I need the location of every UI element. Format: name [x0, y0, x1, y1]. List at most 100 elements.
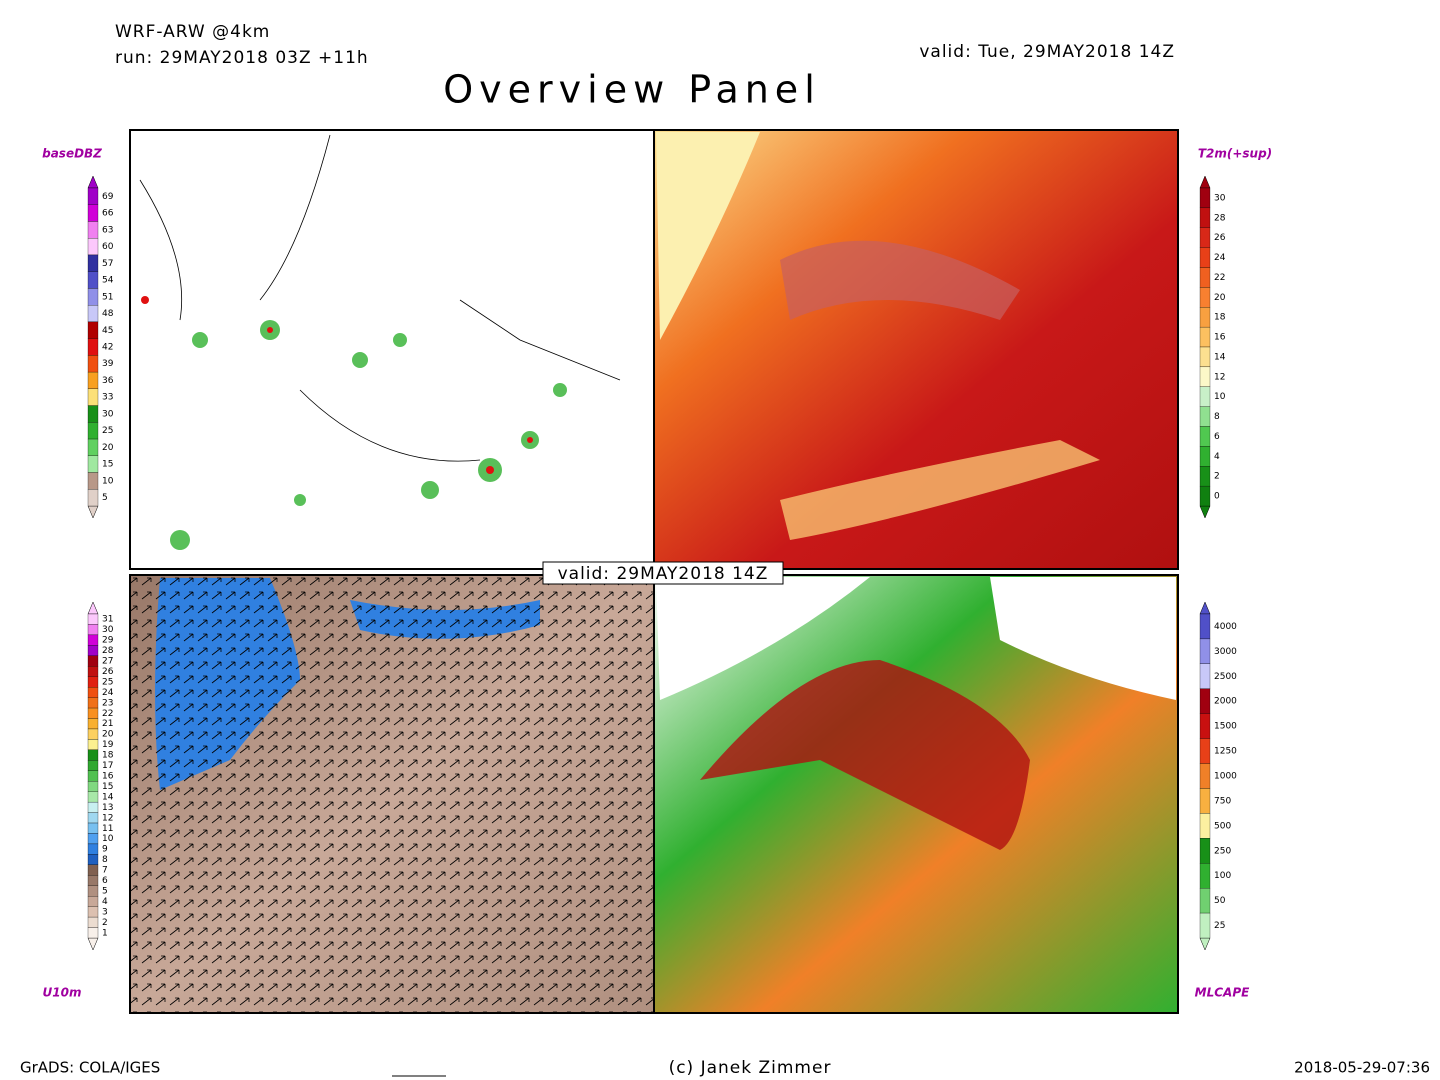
colorbar-swatch — [87, 885, 99, 897]
colorbar-label: 31 — [102, 615, 113, 625]
valid: valid: Tue, 29MAY2018 14Z — [919, 42, 1175, 62]
colorbar-swatch — [87, 916, 99, 928]
colorbar-label: 12 — [102, 813, 113, 823]
colorbar-swatch — [87, 613, 99, 625]
colorbar-label: 3 — [102, 907, 108, 917]
colorbar-swatch — [87, 854, 99, 865]
colorbar-label: 16 — [1214, 333, 1226, 343]
colorbar-swatch — [1199, 247, 1211, 268]
colorbar-label: 17 — [102, 761, 113, 771]
footer-left: GrADS: COLA/IGES — [20, 1059, 160, 1077]
colorbar-swatch — [1199, 863, 1211, 889]
colorbar-swatch — [87, 204, 99, 222]
colorbar-label: 23 — [102, 698, 113, 708]
colorbar-swatch — [1199, 638, 1211, 664]
colorbar-label: 250 — [1214, 846, 1231, 856]
colorbar-swatch — [1199, 888, 1211, 914]
colorbar-swatch — [87, 707, 99, 719]
colorbar-swatch — [1199, 187, 1211, 209]
colorbar-label: 20 — [102, 730, 114, 740]
colorbar-swatch — [87, 906, 99, 918]
colorbar-swatch — [1199, 307, 1211, 328]
colorbar-label: 6 — [102, 876, 108, 886]
colorbar-label: 22 — [102, 709, 113, 719]
colorbar-label: 54 — [102, 276, 114, 286]
colorbar-label: 30 — [102, 625, 114, 635]
colorbar-cap — [87, 505, 99, 519]
colorbar-label: 10 — [1214, 392, 1226, 402]
colorbar-swatch — [87, 305, 99, 323]
colorbar-swatch — [1199, 386, 1211, 407]
panel-mlcape — [653, 574, 1179, 1014]
colorbar-swatch — [1199, 763, 1211, 789]
colorbar-swatch — [87, 801, 99, 813]
colorbar-label: 18 — [102, 751, 114, 761]
colorbar-label: 15 — [102, 460, 113, 470]
colorbar-label: 12 — [1214, 372, 1225, 382]
colorbar-label: 66 — [102, 209, 114, 219]
colorbar-label: 750 — [1214, 796, 1231, 806]
colorbar-label: 27 — [102, 657, 113, 667]
colorbar-label: 39 — [102, 359, 114, 369]
colorbar-label: 57 — [102, 259, 113, 269]
colorbar-swatch — [1199, 446, 1211, 467]
colorbar-swatch — [87, 655, 99, 667]
colorbar-label: 26 — [102, 667, 114, 677]
colorbar-swatch — [87, 749, 99, 761]
colorbar-swatch — [87, 355, 99, 373]
colorbar-swatch — [1199, 838, 1211, 864]
colorbar-label: 24 — [1214, 253, 1226, 263]
colorbar-label: 14 — [1214, 352, 1226, 362]
colorbar-title: U10m — [43, 986, 82, 1000]
colorbar-label: 21 — [102, 719, 113, 729]
colorbar-label: 48 — [102, 309, 114, 319]
colorbar-swatch — [1199, 267, 1211, 288]
colorbar-title: MLCAPE — [1195, 986, 1250, 1000]
colorbar-swatch — [1199, 406, 1211, 427]
colorbar-swatch — [1199, 613, 1211, 640]
colorbar-label: 10 — [102, 476, 114, 486]
colorbar-swatch — [87, 634, 99, 646]
colorbar-label: 4000 — [1214, 622, 1237, 632]
colorbar-swatch — [1199, 788, 1211, 814]
colorbar-label: 25 — [102, 426, 113, 436]
panel-u10m — [129, 574, 655, 1014]
colorbar-label: 2500 — [1214, 672, 1237, 682]
colorbar-cap — [1199, 505, 1211, 519]
colorbar-swatch — [87, 438, 99, 456]
colorbar-swatch — [87, 697, 99, 709]
colorbar-swatch — [1199, 366, 1211, 387]
title: Overview Panel — [443, 68, 821, 112]
colorbar-swatch — [87, 371, 99, 389]
colorbar-cap — [1199, 937, 1211, 951]
colorbar-swatch — [87, 288, 99, 306]
colorbar-label: 63 — [102, 225, 113, 235]
colorbar-swatch — [87, 687, 99, 698]
colorbar-swatch — [87, 718, 99, 730]
colorbar-swatch — [87, 405, 99, 423]
colorbar-swatch — [87, 927, 99, 939]
colorbar-swatch — [87, 254, 99, 272]
colorbar-swatch — [1199, 326, 1211, 348]
colorbar-label: 5 — [102, 886, 108, 896]
colorbar-swatch — [87, 489, 99, 507]
colorbar-swatch — [87, 739, 99, 751]
colorbar-cap — [87, 601, 99, 615]
colorbar-label: 26 — [1214, 233, 1226, 243]
colorbar-swatch — [1199, 466, 1211, 487]
colorbar-label: 1500 — [1214, 722, 1237, 732]
colorbar-swatch — [87, 676, 99, 688]
colorbar-label: 5 — [102, 493, 108, 503]
colorbar-swatch — [87, 864, 99, 876]
colorbar-swatch — [87, 422, 99, 440]
colorbar-swatch — [87, 221, 99, 239]
colorbar-swatch — [1199, 426, 1211, 447]
colorbar-label: 25 — [102, 677, 113, 687]
colorbar-swatch — [87, 812, 99, 824]
footer-right: 2018-05-29-07:36 — [1294, 1059, 1430, 1077]
colorbar-swatch — [87, 238, 99, 256]
colorbar-label: 30 — [102, 409, 114, 419]
colorbar-swatch — [1199, 485, 1211, 507]
colorbar-swatch — [87, 760, 99, 771]
